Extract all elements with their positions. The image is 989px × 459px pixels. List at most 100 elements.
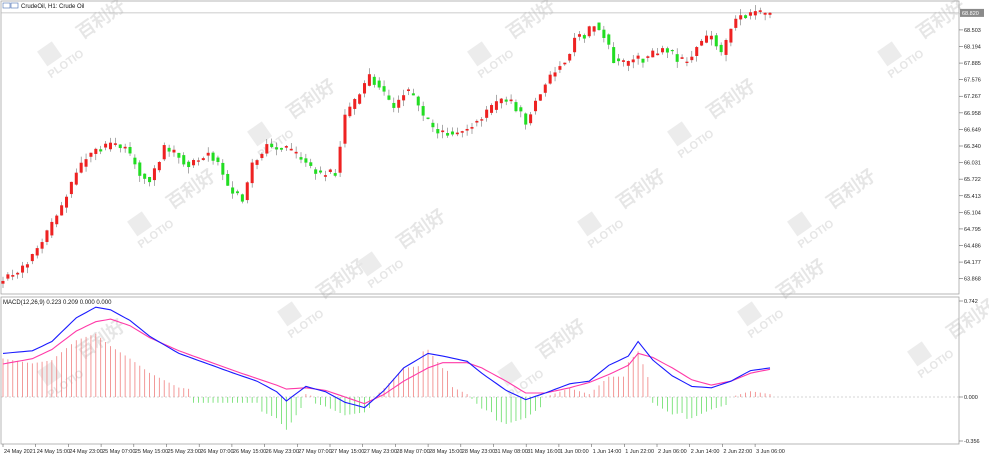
price-tick-label: 66.958	[964, 111, 981, 117]
time-tick-label: 25 May 23:00	[168, 449, 201, 455]
candle-body	[6, 274, 10, 279]
candle-body	[494, 101, 498, 110]
candle-body	[167, 147, 171, 152]
candles-layer	[1, 5, 772, 288]
time-tick-label: 1 Jun 22:00	[625, 449, 654, 455]
price-tick-label: 66.340	[964, 144, 981, 150]
time-tick-label: 27 May 23:00	[364, 449, 397, 455]
time-tick-label: 24 May 15:00	[37, 449, 70, 455]
candle-body	[744, 15, 748, 19]
time-tick-label: 24 May 2021	[4, 449, 36, 455]
candle-body	[172, 149, 176, 153]
candle-body	[138, 162, 142, 176]
candle-body	[533, 100, 538, 112]
candle-body	[563, 62, 567, 65]
macd-tick-label: 0.742	[964, 299, 978, 305]
candle-body	[40, 242, 44, 249]
candle-body	[416, 96, 420, 106]
candle-body	[387, 95, 391, 100]
candle-body	[753, 11, 757, 16]
candle-body	[319, 170, 323, 173]
candle-body	[382, 86, 386, 92]
watermark-text: 百利好	[913, 0, 969, 43]
candle-body	[402, 95, 406, 101]
price-tick-label: 64.486	[964, 244, 981, 250]
candle-body	[719, 44, 723, 53]
candle-body	[641, 58, 645, 63]
signal-line	[2, 318, 771, 405]
symbol-icon	[2, 2, 11, 9]
candle-body	[729, 28, 733, 43]
candle-body	[235, 191, 240, 194]
candle-body	[597, 22, 601, 31]
candle-body	[353, 99, 357, 109]
candle-body	[573, 37, 577, 53]
candle-body	[685, 61, 689, 63]
candle-body	[475, 120, 479, 123]
candle-body	[133, 157, 137, 165]
candle-body	[656, 53, 660, 56]
candle-body	[55, 215, 59, 225]
macd-lines	[2, 306, 771, 409]
candle-body	[221, 162, 225, 175]
candle-body	[182, 155, 186, 165]
candle-body	[250, 162, 254, 184]
candle-body	[734, 18, 738, 28]
candle-body	[504, 99, 508, 102]
candle-body	[16, 272, 20, 275]
candle-body	[377, 80, 381, 88]
price-tick-label: 68.194	[964, 44, 981, 50]
candle-body	[255, 160, 259, 165]
candle-body	[143, 173, 147, 179]
watermark-logo	[357, 251, 383, 277]
candle-body	[490, 105, 494, 113]
price-tick-label: 64.177	[964, 260, 981, 266]
current-price-tag	[960, 8, 984, 17]
candle-body	[177, 152, 181, 158]
candle-body	[758, 10, 762, 12]
candle-body	[35, 248, 39, 256]
candle-body	[45, 230, 49, 242]
candle-body	[392, 102, 396, 108]
time-tick-label: 31 May 16:00	[527, 449, 560, 455]
candle-body	[665, 48, 669, 53]
candle-body	[240, 194, 244, 202]
candle-body	[363, 83, 367, 94]
time-tick-label: 28 May 23:00	[462, 449, 495, 455]
candle-body	[582, 35, 586, 39]
candle-body	[348, 106, 352, 117]
candle-body	[333, 173, 337, 176]
candle-body	[397, 99, 401, 108]
candle-body	[587, 26, 591, 37]
candle-body	[768, 12, 772, 15]
candle-body	[714, 35, 718, 47]
watermark-text: 百利好	[163, 165, 219, 213]
chart-title: CrudeOil, H1: Crude Oil	[21, 4, 84, 10]
candle-body	[11, 275, 15, 277]
time-tick-label: 25 May 07:00	[102, 449, 135, 455]
candle-body	[661, 48, 665, 53]
candle-body	[358, 94, 362, 104]
candle-body	[275, 147, 279, 150]
candle-body	[739, 15, 743, 20]
candle-body	[514, 102, 518, 112]
watermark-logo	[907, 341, 933, 367]
candle-body	[626, 61, 630, 66]
watermark-logo	[737, 301, 763, 327]
price-tick-label: 67.576	[964, 78, 981, 84]
candle-body	[431, 122, 435, 128]
candle-body	[670, 50, 674, 52]
candle-body	[323, 175, 327, 177]
candle-body	[187, 161, 191, 168]
candle-body	[553, 72, 557, 77]
candle-body	[304, 158, 308, 163]
time-tick-label: 31 May 08:00	[495, 449, 528, 455]
price-tick-label: 65.104	[964, 210, 981, 216]
